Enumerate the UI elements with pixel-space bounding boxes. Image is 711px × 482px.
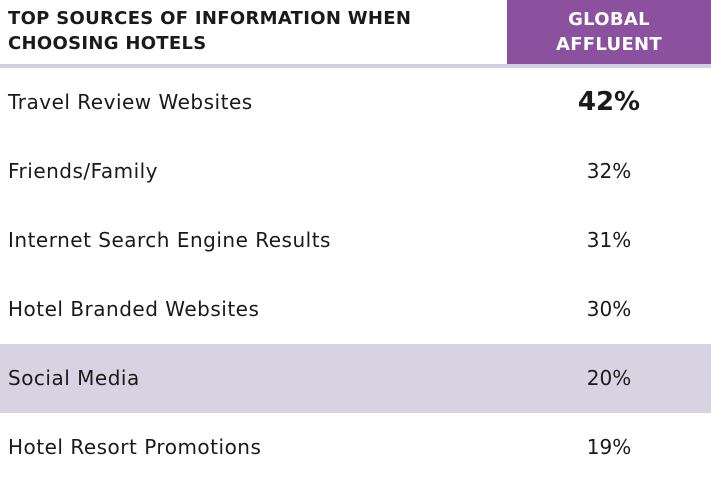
row-label: Travel Review Websites: [8, 90, 253, 114]
table-row: Friends/Family 32%: [0, 137, 711, 206]
table-row: Internet Search Engine Results 31%: [0, 206, 711, 275]
table-body: Travel Review Websites 42% Friends/Famil…: [0, 68, 711, 482]
table-row: Social Media 20%: [0, 344, 711, 413]
table-row: Hotel Branded Websites 30%: [0, 275, 711, 344]
table-row: Hotel Resort Promotions 19%: [0, 413, 711, 482]
row-label: Friends/Family: [8, 159, 159, 183]
table-header: TOP SOURCES OF INFORMATION WHEN CHOOSING…: [0, 0, 711, 64]
row-label: Internet Search Engine Results: [8, 228, 331, 252]
row-value: 32%: [586, 159, 632, 183]
table-row: Travel Review Websites 42%: [0, 68, 711, 137]
row-value: 19%: [586, 435, 632, 459]
row-value: 30%: [586, 297, 632, 321]
table-title: TOP SOURCES OF INFORMATION WHEN CHOOSING…: [8, 8, 412, 54]
row-value: 31%: [586, 228, 632, 252]
row-label: Social Media: [8, 366, 140, 390]
column-header-global-affluent: GLOBAL AFFLUENT: [507, 0, 711, 64]
row-value: 20%: [586, 366, 632, 390]
row-label: Hotel Branded Websites: [8, 297, 260, 321]
header-divider: [0, 64, 711, 68]
row-label: Hotel Resort Promotions: [8, 435, 262, 459]
column-header-line-2: AFFLUENT: [555, 34, 662, 55]
column-header-line-1: GLOBAL: [568, 9, 650, 30]
row-value: 42%: [577, 87, 641, 117]
